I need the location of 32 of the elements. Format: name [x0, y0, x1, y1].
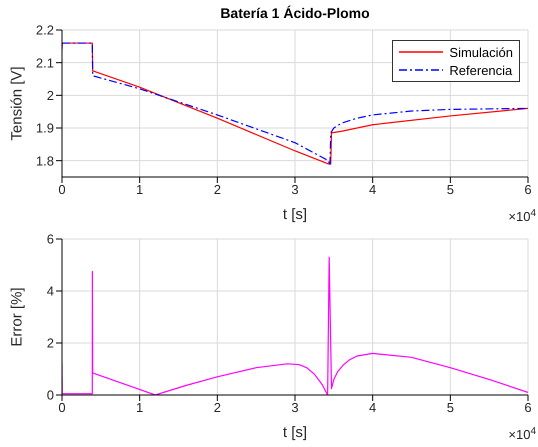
x-tick-label: 6	[524, 400, 532, 416]
legend-label: Simulación	[449, 44, 513, 60]
y-tick-label: 6	[46, 232, 54, 247]
x-tick-label: 4	[369, 400, 376, 416]
x-tick-label: 4	[369, 182, 376, 198]
y-axis-title: Error [%]	[8, 287, 26, 347]
x-axis-title: t [s]	[282, 206, 308, 223]
x-tick-label: 0	[58, 400, 66, 416]
y-tick-label: 2	[46, 88, 54, 103]
x-tick-label: 2	[214, 182, 221, 198]
x-tick-label: 1	[136, 182, 144, 198]
y-tick-label: 1.9	[36, 120, 54, 136]
chart-title: Batería 1 Ácido-Plomo	[220, 5, 370, 21]
y-tick-label: 2.1	[36, 55, 54, 70]
text: ×10$^{4}$	[508, 426, 536, 442]
y-tick-label: 2	[46, 336, 54, 351]
y-tick-label: 1.8	[36, 153, 54, 168]
x-tick-label: 3	[291, 400, 299, 416]
y-tick-label: 2.2	[36, 22, 54, 38]
y-axis-title: Tensión [V]	[8, 66, 26, 141]
x-axis-title: t [s]	[282, 424, 308, 441]
x-tick-label: 6	[524, 182, 532, 198]
legend-label: Referencia	[449, 62, 512, 78]
x-tick-label: 5	[446, 400, 454, 416]
x-tick-label: 3	[291, 182, 299, 198]
y-tick-label: 4	[46, 284, 54, 299]
x-tick-label: 5	[446, 182, 454, 198]
y-tick-label: 0	[46, 388, 54, 403]
x-tick-label: 0	[58, 182, 66, 198]
x-tick-label: 2	[214, 400, 221, 416]
x-tick-label: 1	[136, 400, 144, 416]
text: ×10$^{4}$	[508, 208, 536, 224]
